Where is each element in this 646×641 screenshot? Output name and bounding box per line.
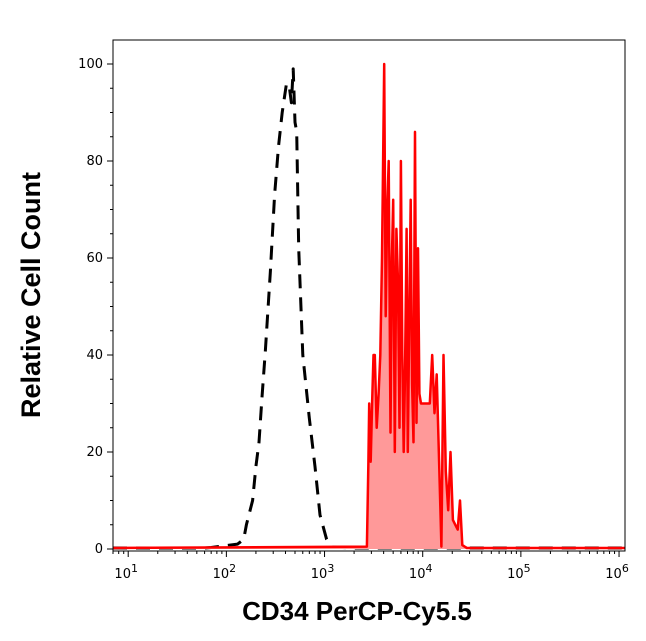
y-tick-label: 20 bbox=[86, 445, 103, 460]
y-tick-label: 60 bbox=[86, 251, 103, 266]
y-tick-label: 100 bbox=[78, 57, 103, 72]
y-tick-label: 80 bbox=[86, 154, 103, 169]
x-tick-label: 106 bbox=[605, 562, 629, 582]
series-0-line bbox=[113, 67, 625, 550]
x-axis-title: CD34 PerCP-Cy5.5 bbox=[242, 596, 472, 626]
x-tick-label: 102 bbox=[213, 562, 237, 582]
plot-frame bbox=[112, 39, 626, 552]
x-tick-label: 101 bbox=[114, 562, 138, 582]
y-axis-title: Relative Cell Count bbox=[16, 172, 46, 418]
y-tick-label: 40 bbox=[86, 348, 103, 363]
x-tick-label: 103 bbox=[311, 562, 335, 582]
series-1-line bbox=[112, 62, 625, 550]
x-tick-label: 104 bbox=[409, 562, 433, 582]
x-tick-label: 105 bbox=[507, 562, 531, 582]
y-tick-label: 0 bbox=[95, 542, 103, 557]
